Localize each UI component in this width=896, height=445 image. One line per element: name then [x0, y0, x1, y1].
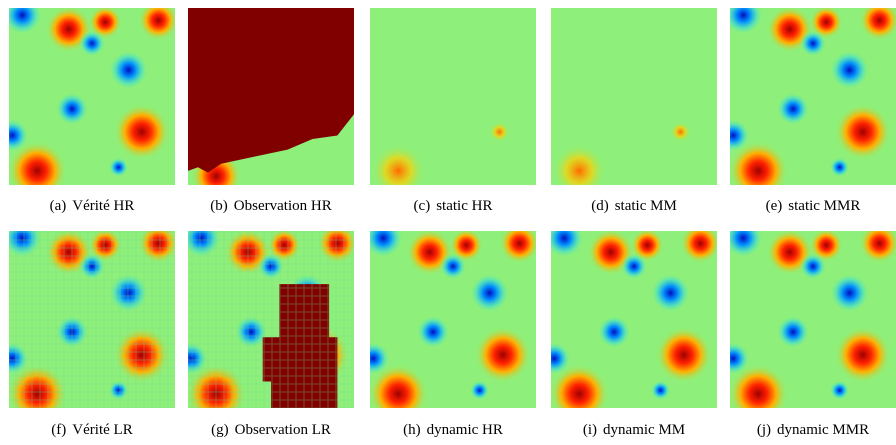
field-blob: [470, 380, 490, 400]
caption-text: Observation LR: [235, 422, 331, 438]
field-blob: [138, 0, 178, 40]
field-blob: [544, 218, 584, 258]
field-image: [0, 218, 178, 424]
field-blob: [835, 327, 891, 383]
field-blob: [830, 157, 850, 177]
field-blob: [776, 315, 809, 348]
caption-text: Vérité HR: [72, 198, 134, 214]
caption: (f) Vérité LR: [51, 422, 132, 438]
caption: (a) Vérité HR: [50, 198, 135, 214]
field-blob: [776, 92, 809, 125]
caption-label: (e): [766, 198, 783, 214]
field-blob: [499, 223, 539, 263]
panel: (e) static MMR: [717, 0, 896, 214]
caption-label: (i): [583, 422, 597, 438]
field-blob: [830, 50, 870, 90]
caption-text: static MMR: [788, 198, 860, 214]
caption-label: (d): [591, 198, 609, 214]
caption: (b) Observation HR: [210, 198, 331, 214]
panel: (b) Observation HR: [188, 8, 354, 214]
panel: (d) static MM: [551, 8, 717, 214]
field-blob: [800, 253, 827, 280]
caption-label: (b): [210, 198, 228, 214]
caption-text: dynamic HR: [427, 422, 503, 438]
field-blob: [79, 30, 106, 57]
caption-text: dynamic MM: [603, 422, 685, 438]
field-blob: [656, 327, 712, 383]
field-blob: [416, 315, 449, 348]
field-image: [551, 8, 717, 197]
field-blob: [621, 253, 648, 280]
field-blob: [475, 327, 531, 383]
field-blob: [597, 315, 630, 348]
caption-label: (h): [403, 422, 421, 438]
field-blob: [835, 104, 891, 160]
field-image: [717, 0, 896, 201]
field-blob: [800, 30, 827, 57]
field-blob: [55, 92, 88, 125]
caption-text: static MM: [615, 198, 677, 214]
field-image: [188, 8, 354, 201]
field-blob: [723, 218, 763, 258]
field-blob: [114, 104, 170, 160]
caption: (j) dynamic MMR: [757, 422, 869, 438]
field-blob: [109, 157, 129, 177]
panel: (i) dynamic MM: [538, 218, 721, 438]
caption-text: Vérité LR: [72, 422, 132, 438]
field-blob: [357, 342, 390, 375]
field-blob: [109, 50, 149, 90]
panel: (h) dynamic HR: [357, 218, 540, 438]
caption-text: Observation HR: [234, 198, 332, 214]
caption: (h) dynamic HR: [403, 422, 503, 438]
panel: (a) Vérité HR: [0, 0, 178, 214]
field-blob: [470, 273, 510, 313]
field-image: [717, 218, 896, 424]
pixel-grid: [9, 231, 175, 408]
figure: (a) Vérité HR (b) Observation HR (c) static H…: [0, 0, 896, 445]
caption: (d) static MM: [591, 198, 677, 214]
field-image: [370, 8, 536, 197]
caption: (i) dynamic MM: [583, 422, 685, 438]
field-image: [175, 218, 358, 424]
panel: (j) dynamic MMR: [717, 218, 896, 438]
panel: (g) Observation LR: [175, 218, 358, 438]
field-blob: [717, 342, 750, 375]
field-blob: [538, 342, 571, 375]
field-blob: [490, 122, 510, 142]
panel: (f) Vérité LR: [0, 218, 178, 438]
caption-label: (g): [211, 422, 229, 438]
caption-label: (a): [50, 198, 67, 214]
caption: (c) static HR: [414, 198, 493, 214]
field-blob: [671, 122, 691, 142]
caption: (e) static MMR: [766, 198, 861, 214]
field-blob: [363, 218, 403, 258]
field-image: [0, 0, 178, 201]
caption-label: (f): [51, 422, 66, 438]
panel: (c) static HR: [370, 8, 536, 214]
field-blob: [830, 380, 850, 400]
field-blob: [651, 273, 691, 313]
field-blob: [830, 273, 870, 313]
field-blob: [717, 119, 750, 152]
caption-text: static HR: [436, 198, 492, 214]
field-blob: [553, 144, 606, 197]
field-blob: [372, 144, 425, 197]
pixel-grid: [188, 231, 354, 408]
field-blob: [440, 253, 467, 280]
caption-label: (c): [414, 198, 431, 214]
caption-text: dynamic MMR: [777, 422, 869, 438]
caption: (g) Observation LR: [211, 422, 331, 438]
field-image: [357, 218, 540, 424]
field-blob: [680, 223, 720, 263]
field-blob: [651, 380, 671, 400]
field-image: [538, 218, 721, 424]
caption-label: (j): [757, 422, 771, 438]
